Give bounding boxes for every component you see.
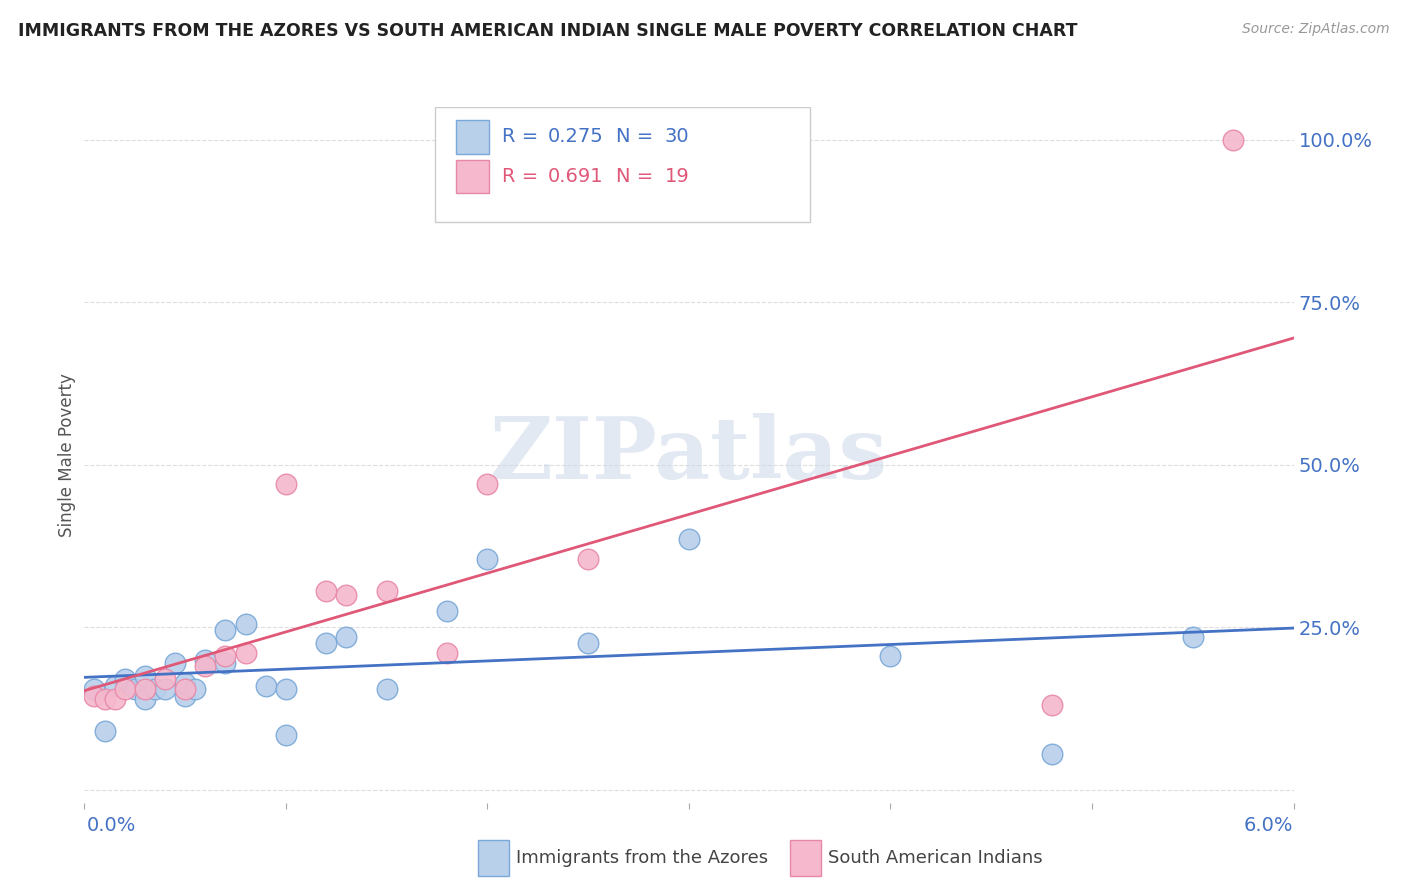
Text: 19: 19 — [665, 167, 689, 186]
Point — [1222, 132, 1244, 146]
Bar — [790, 840, 821, 876]
Point — [254, 679, 277, 693]
Point — [436, 646, 458, 660]
Y-axis label: Single Male Poverty: Single Male Poverty — [58, 373, 76, 537]
Point — [576, 636, 599, 650]
Text: IMMIGRANTS FROM THE AZORES VS SOUTH AMERICAN INDIAN SINGLE MALE POVERTY CORRELAT: IMMIGRANTS FROM THE AZORES VS SOUTH AMER… — [18, 22, 1078, 40]
Point — [114, 681, 136, 696]
Point — [134, 681, 156, 696]
Point — [153, 672, 176, 686]
FancyBboxPatch shape — [434, 107, 810, 222]
FancyBboxPatch shape — [456, 120, 489, 153]
Point — [83, 689, 105, 703]
Text: 0.0%: 0.0% — [87, 816, 136, 835]
Point — [315, 636, 337, 650]
Point — [235, 646, 257, 660]
Point — [214, 649, 236, 664]
Point — [214, 656, 236, 670]
Point — [1040, 698, 1063, 713]
Point — [174, 681, 197, 696]
Point — [235, 617, 257, 632]
Point — [214, 624, 236, 638]
Point — [174, 689, 197, 703]
Point — [184, 681, 207, 696]
Point — [194, 653, 217, 667]
Point — [375, 681, 398, 696]
Point — [879, 649, 901, 664]
Bar — [478, 840, 509, 876]
Text: R =: R = — [502, 167, 544, 186]
Point — [274, 477, 297, 491]
Point — [143, 681, 166, 696]
Text: 6.0%: 6.0% — [1244, 816, 1294, 835]
Text: 0.275: 0.275 — [547, 128, 603, 146]
Point — [194, 659, 217, 673]
Text: 30: 30 — [665, 128, 689, 146]
Text: South American Indians: South American Indians — [828, 849, 1043, 867]
Point — [477, 477, 499, 491]
Point — [165, 656, 187, 670]
Point — [274, 681, 297, 696]
Point — [114, 672, 136, 686]
Point — [134, 669, 156, 683]
Point — [174, 675, 197, 690]
Point — [104, 691, 127, 706]
Point — [1040, 747, 1063, 761]
Point — [134, 691, 156, 706]
Text: R =: R = — [502, 128, 544, 146]
Text: ZIPatlas: ZIPatlas — [489, 413, 889, 497]
Point — [678, 533, 700, 547]
Point — [335, 588, 357, 602]
Point — [375, 584, 398, 599]
Point — [1181, 630, 1204, 644]
Point — [335, 630, 357, 644]
Point — [124, 681, 146, 696]
Text: N =: N = — [616, 128, 659, 146]
Text: 0.691: 0.691 — [547, 167, 603, 186]
Point — [477, 552, 499, 566]
Point — [153, 681, 176, 696]
Point — [93, 691, 115, 706]
Point — [576, 552, 599, 566]
Point — [104, 679, 127, 693]
Point — [93, 724, 115, 739]
Point — [315, 584, 337, 599]
FancyBboxPatch shape — [456, 160, 489, 194]
Text: N =: N = — [616, 167, 659, 186]
Point — [274, 727, 297, 741]
Point — [436, 604, 458, 618]
Text: Immigrants from the Azores: Immigrants from the Azores — [516, 849, 768, 867]
Point — [83, 681, 105, 696]
Text: Source: ZipAtlas.com: Source: ZipAtlas.com — [1241, 22, 1389, 37]
